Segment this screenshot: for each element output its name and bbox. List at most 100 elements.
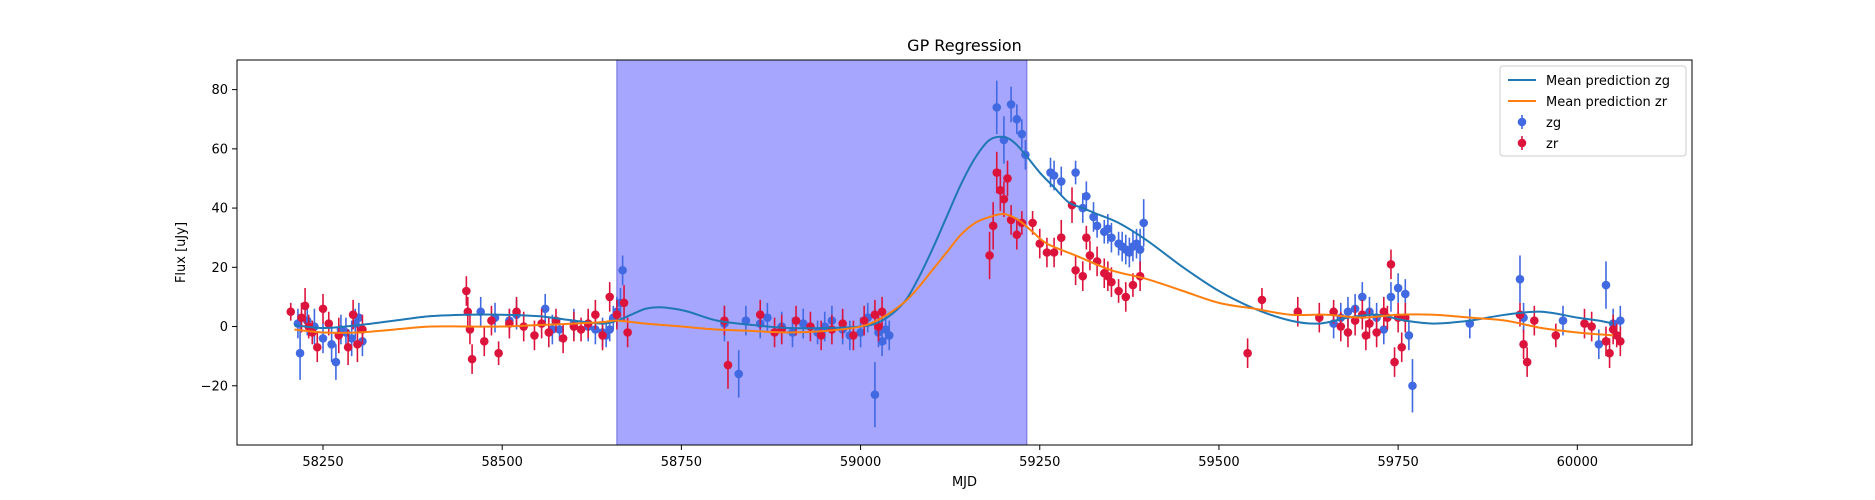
data-point <box>619 298 629 308</box>
data-point <box>327 340 336 349</box>
data-point <box>1103 224 1113 234</box>
series-zr <box>286 151 1625 389</box>
data-point <box>1092 221 1102 231</box>
data-point <box>1365 319 1374 328</box>
y-tick-label: 80 <box>211 83 228 98</box>
data-point <box>791 316 801 325</box>
data-point <box>343 342 353 352</box>
data-point <box>1082 233 1091 242</box>
y-axis-label: Flux [uJy] <box>174 222 189 283</box>
data-point <box>576 325 586 334</box>
data-point <box>1121 292 1131 302</box>
data-point <box>816 331 826 340</box>
data-point <box>1386 292 1396 302</box>
data-point <box>1594 340 1604 349</box>
data-point <box>324 319 334 328</box>
data-point <box>286 307 296 317</box>
data-point <box>318 304 328 314</box>
data-point <box>996 186 1005 195</box>
data-point <box>877 337 887 346</box>
data-point <box>1343 328 1353 337</box>
data-point <box>1616 337 1625 346</box>
data-point <box>300 301 310 311</box>
y-tick-label: 60 <box>211 142 228 157</box>
data-point <box>530 331 539 340</box>
data-point <box>555 325 564 334</box>
data-point <box>297 313 306 322</box>
x-axis-label: MJD <box>952 475 977 490</box>
data-point <box>1386 260 1396 269</box>
data-point <box>1616 316 1625 325</box>
data-point <box>1601 280 1611 290</box>
x-tick-label: 58750 <box>661 455 702 470</box>
data-point <box>462 286 471 296</box>
legend-marker-swatch <box>1517 117 1527 127</box>
data-point <box>591 310 600 319</box>
data-point <box>755 310 765 319</box>
data-point <box>348 310 358 319</box>
data-point <box>512 307 521 317</box>
data-point <box>1012 230 1022 240</box>
x-tick-label: 59500 <box>1198 455 1239 470</box>
data-point <box>1343 307 1353 317</box>
data-point <box>1107 233 1116 242</box>
data-point <box>806 322 815 331</box>
data-point <box>598 331 607 340</box>
x-tick-label: 59250 <box>1019 455 1060 470</box>
data-point <box>870 390 880 399</box>
data-point <box>1404 331 1414 340</box>
data-point <box>618 265 627 275</box>
data-point <box>1028 218 1037 228</box>
data-point <box>1293 307 1303 317</box>
data-point <box>874 322 883 331</box>
data-point <box>1128 280 1138 290</box>
data-point <box>1336 322 1346 331</box>
data-point <box>1257 295 1267 305</box>
data-point <box>988 221 998 231</box>
data-point <box>295 348 305 358</box>
data-point <box>1049 248 1059 257</box>
x-tick-label: 60000 <box>1557 455 1598 470</box>
data-point <box>1329 307 1338 317</box>
data-point <box>798 319 808 328</box>
data-point <box>763 313 772 322</box>
shaded-region <box>616 59 1028 446</box>
data-point <box>1530 316 1539 325</box>
shaded-region-layer <box>616 59 1028 446</box>
data-point <box>312 342 322 352</box>
x-tick-label: 58250 <box>302 455 343 470</box>
x-axis: 58250 58500 58750 59000 59250 59500 59750 60000 <box>302 445 1598 470</box>
y-tick-label: −20 <box>201 379 228 394</box>
data-point <box>1089 212 1098 222</box>
data-point <box>623 328 632 337</box>
data-point <box>1397 342 1407 352</box>
data-point <box>1522 357 1532 367</box>
data-point <box>1361 331 1371 340</box>
data-point <box>999 194 1009 204</box>
data-point <box>734 369 744 379</box>
data-point <box>1078 271 1088 281</box>
y-tick-label: 0 <box>220 320 228 335</box>
legend-label: zg <box>1546 116 1561 131</box>
chart-title: GP Regression <box>907 36 1022 55</box>
x-tick-label: 58500 <box>482 455 523 470</box>
data-point <box>1003 174 1012 183</box>
data-point <box>318 334 328 343</box>
data-point <box>741 316 751 325</box>
data-point <box>856 328 865 337</box>
data-point <box>1056 233 1066 242</box>
mean-prediction-layer <box>294 135 1614 337</box>
x-tick-label: 59750 <box>1377 455 1418 470</box>
legend-marker-swatch <box>1517 138 1527 148</box>
x-tick-label: 59000 <box>840 455 881 470</box>
data-point <box>1056 177 1066 186</box>
data-point <box>1006 100 1016 109</box>
data-point <box>1401 289 1410 299</box>
line-Mean prediction zr <box>294 212 1614 337</box>
y-tick-label: 40 <box>211 202 228 217</box>
data-point <box>1357 292 1367 302</box>
data-point <box>1049 171 1059 180</box>
data-point <box>1135 245 1145 254</box>
data-point <box>1243 348 1252 358</box>
